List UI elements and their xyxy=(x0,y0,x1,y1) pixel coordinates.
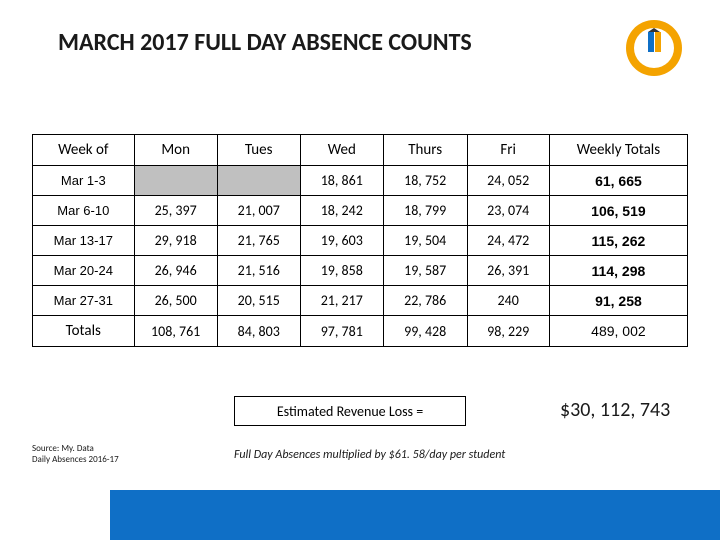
col-week: Week of xyxy=(33,135,135,166)
table-cell xyxy=(217,166,300,196)
table-cell: 84, 803 xyxy=(217,316,300,347)
col-mon: Mon xyxy=(134,135,217,166)
table-cell: 29, 918 xyxy=(134,226,217,256)
table-cell: 115, 262 xyxy=(549,226,687,256)
table-cell: 25, 397 xyxy=(134,196,217,226)
table-header-row: Week of Mon Tues Wed Thurs Fri Weekly To… xyxy=(33,135,688,166)
table-cell: 21, 217 xyxy=(300,286,383,316)
table-row: Totals108, 76184, 80397, 78199, 42898, 2… xyxy=(33,316,688,347)
table-cell: 19, 587 xyxy=(383,256,467,286)
table-row: Mar 1-3 18, 86118, 75224, 05261, 665 xyxy=(33,166,688,196)
page-title: MARCH 2017 FULL DAY ABSENCE COUNTS xyxy=(58,28,472,57)
table-cell: 24, 052 xyxy=(467,166,549,196)
col-totals: Weekly Totals xyxy=(549,135,687,166)
table-cell: 18, 861 xyxy=(300,166,383,196)
row-label: Mar 6-10 xyxy=(33,196,135,226)
table-cell: 114, 298 xyxy=(549,256,687,286)
estimate-value: $30, 112, 743 xyxy=(560,398,670,422)
district-logo xyxy=(624,18,684,78)
table-cell: 23, 074 xyxy=(467,196,549,226)
table-cell: 19, 858 xyxy=(300,256,383,286)
table-cell: 19, 603 xyxy=(300,226,383,256)
table-cell: 98, 229 xyxy=(467,316,549,347)
source-text: Source: My. Data Daily Absences 2016-17 xyxy=(32,444,119,466)
table-cell: 61, 665 xyxy=(549,166,687,196)
table-cell: 18, 242 xyxy=(300,196,383,226)
col-fri: Fri xyxy=(467,135,549,166)
table-cell: 22, 786 xyxy=(383,286,467,316)
row-label: Mar 1-3 xyxy=(33,166,135,196)
estimate-label: Estimated Revenue Loss = xyxy=(277,403,423,420)
table-cell: 97, 781 xyxy=(300,316,383,347)
footer-bluebar xyxy=(110,490,720,540)
table-cell: 489, 002 xyxy=(549,316,687,347)
table-cell: 240 xyxy=(467,286,549,316)
table-cell: 91, 258 xyxy=(549,286,687,316)
table-row: Mar 13-1729, 91821, 76519, 60319, 50424,… xyxy=(33,226,688,256)
table-row: Mar 20-2426, 94621, 51619, 85819, 58726,… xyxy=(33,256,688,286)
row-label: Mar 27-31 xyxy=(33,286,135,316)
table-cell: 21, 007 xyxy=(217,196,300,226)
row-label: Mar 20-24 xyxy=(33,256,135,286)
table-row: Mar 27-3126, 50020, 51521, 21722, 786240… xyxy=(33,286,688,316)
table-cell: 18, 799 xyxy=(383,196,467,226)
estimate-label-box: Estimated Revenue Loss = xyxy=(234,396,466,426)
table-cell: 18, 752 xyxy=(383,166,467,196)
absence-table: Week of Mon Tues Wed Thurs Fri Weekly To… xyxy=(32,134,688,347)
col-tues: Tues xyxy=(217,135,300,166)
table-cell: 26, 391 xyxy=(467,256,549,286)
col-wed: Wed xyxy=(300,135,383,166)
col-thurs: Thurs xyxy=(383,135,467,166)
source-line2: Daily Absences 2016-17 xyxy=(32,455,119,466)
footnote-text: Full Day Absences multiplied by $61. 58/… xyxy=(234,448,505,462)
table-cell: 24, 472 xyxy=(467,226,549,256)
row-label: Mar 13-17 xyxy=(33,226,135,256)
table-cell: 108, 761 xyxy=(134,316,217,347)
row-label: Totals xyxy=(33,316,135,347)
table-cell: 99, 428 xyxy=(383,316,467,347)
table-cell: 21, 765 xyxy=(217,226,300,256)
table-cell: 21, 516 xyxy=(217,256,300,286)
table-cell xyxy=(134,166,217,196)
table-cell: 26, 946 xyxy=(134,256,217,286)
table-row: Mar 6-1025, 39721, 00718, 24218, 79923, … xyxy=(33,196,688,226)
table-cell: 106, 519 xyxy=(549,196,687,226)
table-cell: 19, 504 xyxy=(383,226,467,256)
table-cell: 26, 500 xyxy=(134,286,217,316)
table-cell: 20, 515 xyxy=(217,286,300,316)
